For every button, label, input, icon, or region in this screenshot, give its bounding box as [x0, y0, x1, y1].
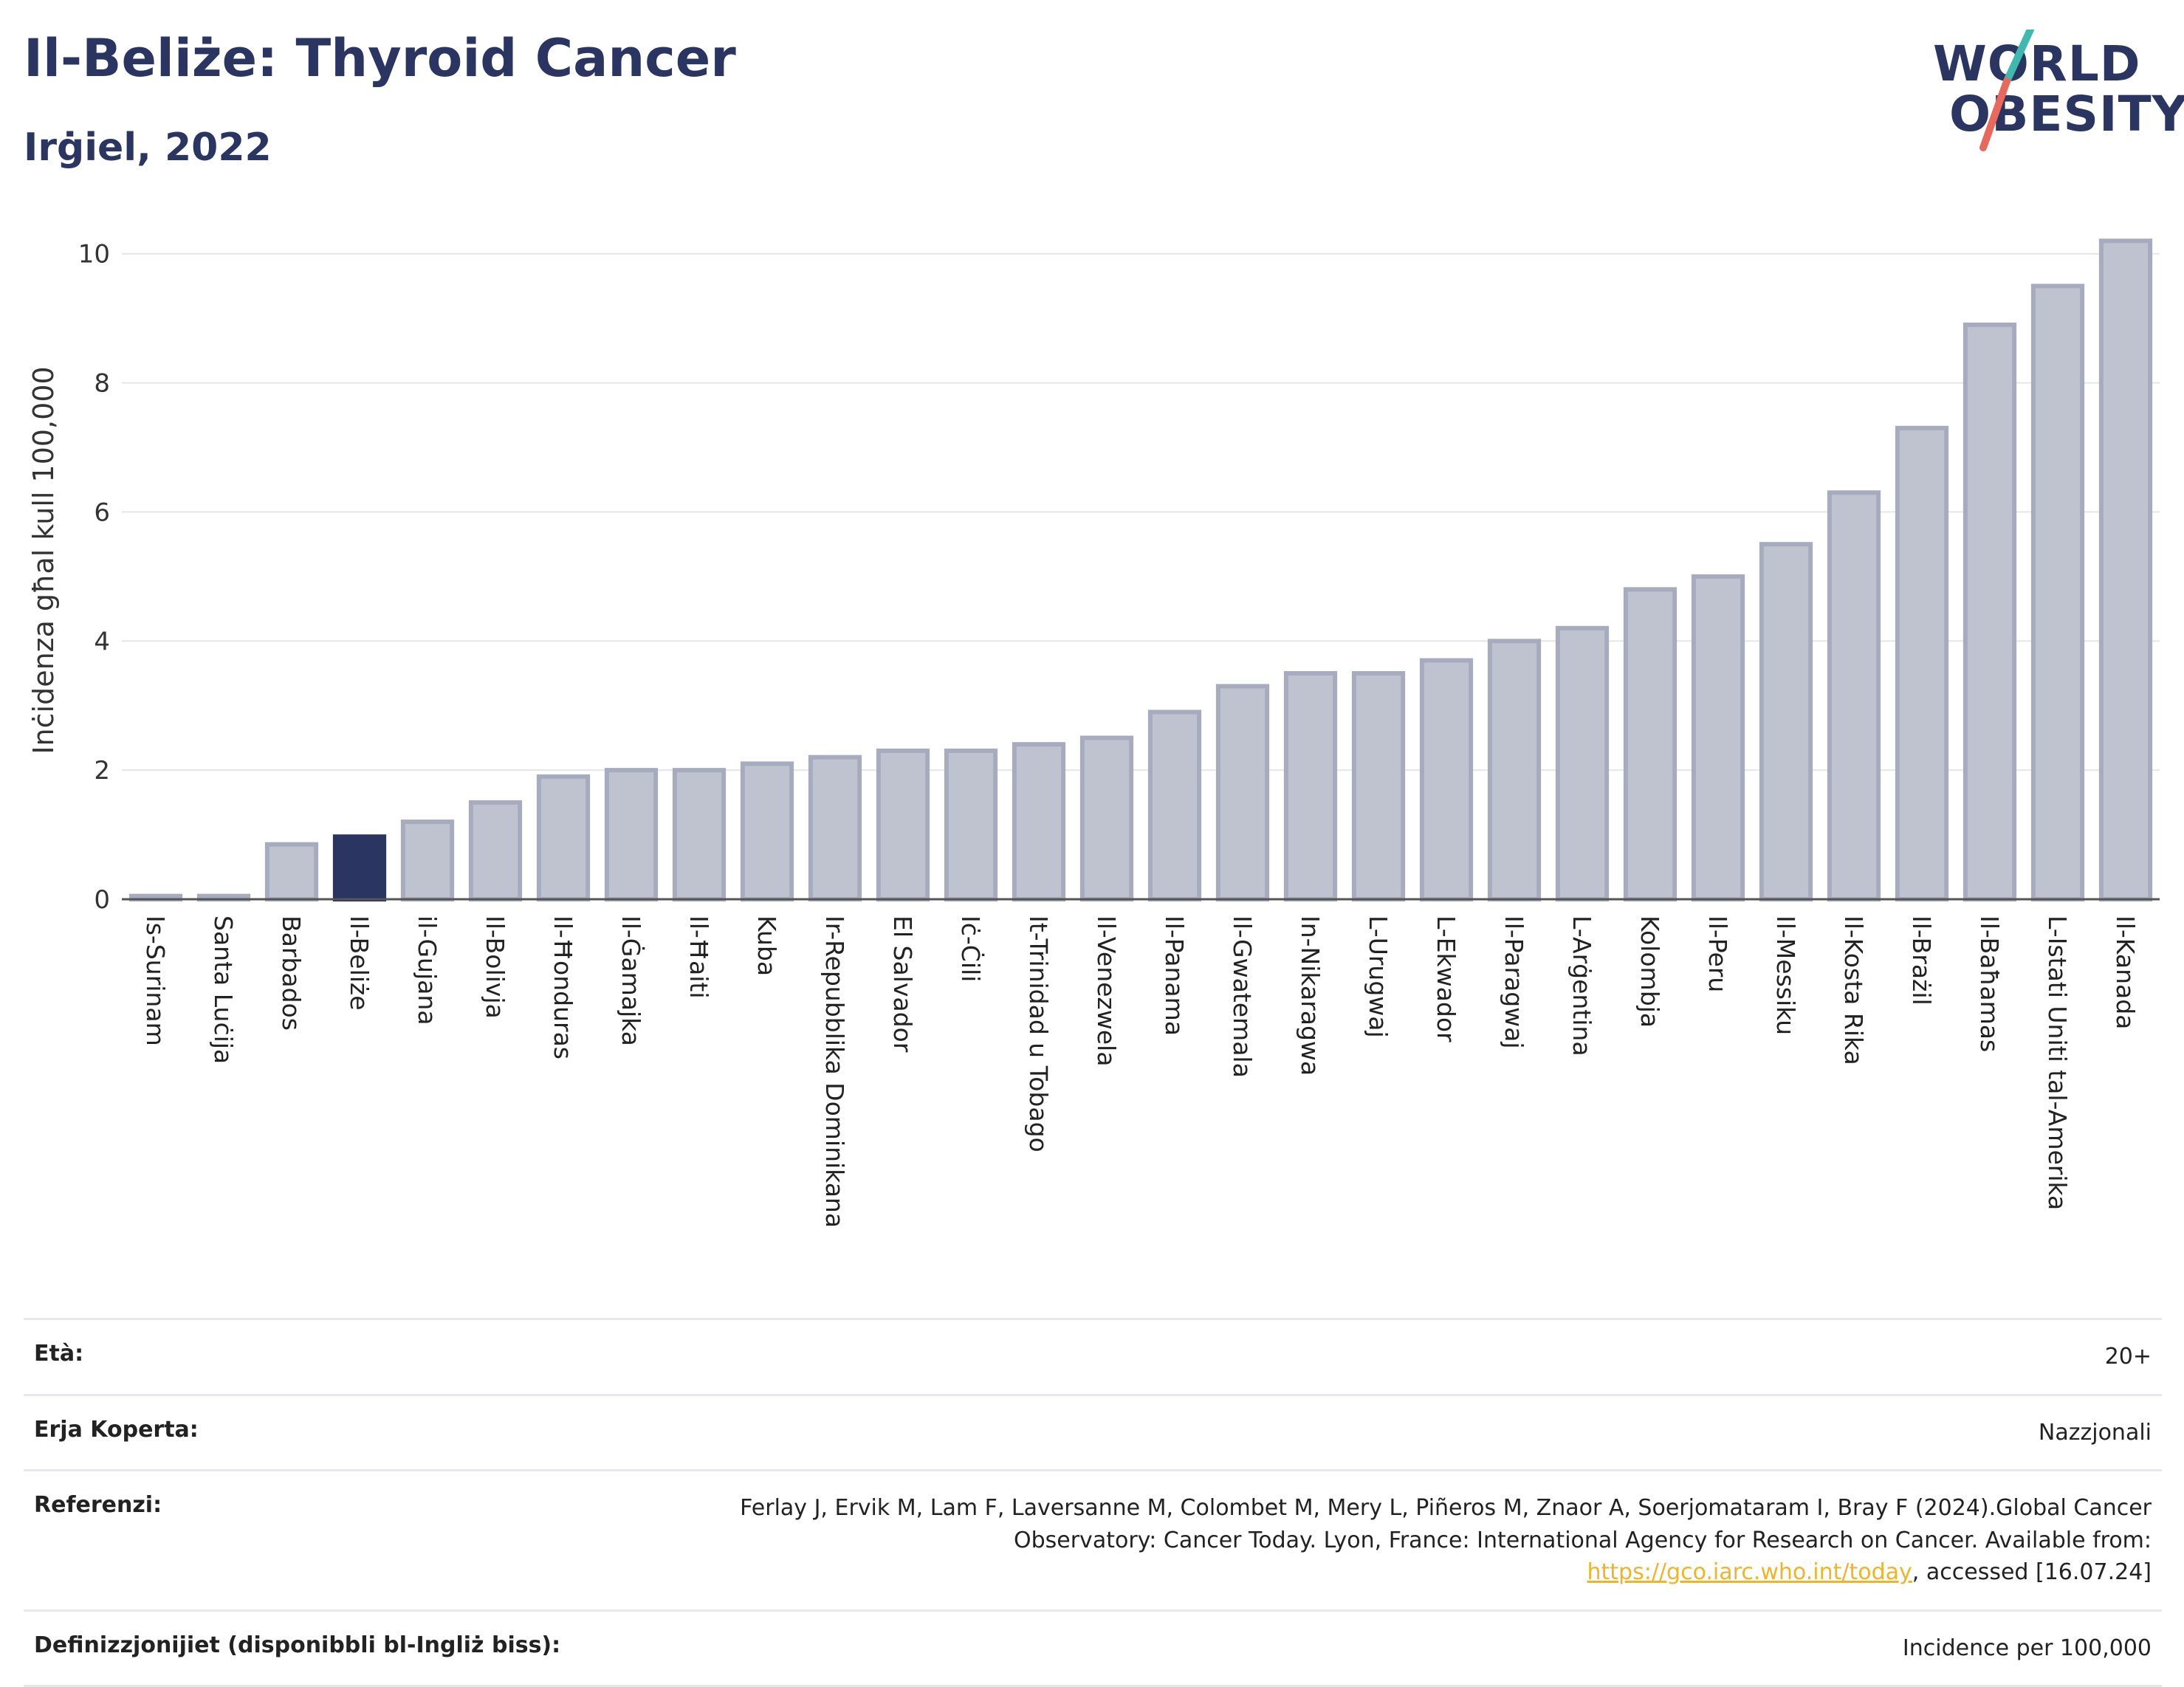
x-tick-label: Il-Kanada: [2111, 915, 2140, 1029]
bar-2: [267, 845, 316, 899]
bar-27: [1965, 325, 2014, 899]
bar-4: [403, 822, 452, 899]
bar-15: [1150, 712, 1199, 899]
x-tick-label: Il-Brażil: [1907, 915, 1936, 1006]
y-axis-label: Inċidenza għal kull 100,000: [27, 366, 60, 754]
x-tick-label: Il-Ġamajka: [617, 915, 646, 1046]
y-tick-label: 8: [94, 369, 110, 399]
x-tick-label: Il-Beliże: [345, 915, 374, 1011]
bar-chart: 0 2 4 6 8 10 Inċidenza għal kull 100,000 Is-S…: [0, 192, 2184, 1314]
bar-21: [1558, 628, 1607, 899]
bar-20: [1490, 641, 1539, 899]
bars: [131, 241, 2150, 899]
y-tick-label: 2: [94, 756, 110, 786]
x-tick-label: Kolombja: [1635, 915, 1664, 1028]
bar-23: [1694, 577, 1742, 899]
bar-24: [1762, 544, 1810, 899]
x-tick-label: Il-Paragwaj: [1500, 915, 1528, 1049]
x-tick-label: Il-Peru: [1703, 915, 1732, 992]
info-key: Definizzjonijiet (disponibbli bl-Ingliż …: [34, 1632, 560, 1665]
x-tick-label: Ir-Repubblika Dominikana: [820, 915, 849, 1228]
x-tick-label: Il-Ħonduras: [549, 915, 577, 1059]
x-tick-label: El Salvador: [888, 915, 917, 1053]
x-tick-label: il-Gujana: [413, 915, 442, 1025]
info-key: Erja Koperta:: [34, 1417, 199, 1449]
reference-link[interactable]: https://gco.iarc.who.int/today: [1587, 1559, 1912, 1585]
x-axis-labels: Is-Surinam Santa Luċija Barbados Il-Beliże i…: [141, 915, 2140, 1228]
info-row-age: Età: 20+: [24, 1318, 2162, 1394]
bar-29: [2101, 241, 2150, 899]
bar-22: [1626, 589, 1675, 899]
x-tick-label: Santa Luċija: [209, 915, 238, 1064]
x-tick-label: Il-Venezwela: [1092, 915, 1121, 1066]
bar-12: [947, 751, 995, 899]
info-table: Età: 20+ Erja Koperta: Nazzjonali Refere…: [24, 1318, 2162, 1687]
bar-25: [1830, 492, 1878, 899]
x-tick-label: Il-Bolivja: [481, 915, 509, 1019]
bar-28: [2033, 286, 2082, 899]
x-tick-label: Il-Gwatemala: [1228, 915, 1257, 1078]
bar-26: [1898, 428, 1946, 899]
y-tick-label: 4: [94, 627, 110, 656]
bar-18: [1354, 673, 1403, 899]
info-value: Incidence per 100,000: [1903, 1632, 2152, 1665]
x-tick-label: L-Arġentina: [1567, 915, 1596, 1056]
y-axis-ticks: 0 2 4 6 8 10: [78, 240, 110, 915]
y-tick-label: 10: [78, 240, 110, 269]
x-tick-label: Iċ-Ċili: [956, 915, 986, 982]
bar-3: [335, 836, 384, 899]
x-tick-label: Is-Surinam: [141, 915, 170, 1046]
x-tick-label: Kuba: [752, 915, 781, 976]
info-key: Referenzi:: [34, 1492, 162, 1589]
bar-7: [607, 770, 656, 899]
reference-text: Ferlay J, Ervik M, Lam F, Laversanne M, …: [740, 1495, 2152, 1553]
x-tick-label: L-Istati Uniti tal-Amerika: [2043, 915, 2072, 1210]
bar-9: [743, 763, 791, 899]
bar-8: [675, 770, 724, 899]
x-tick-label: Il-Messiku: [1771, 915, 1800, 1035]
bar-14: [1082, 738, 1131, 899]
y-tick-label: 0: [94, 885, 110, 915]
x-tick-label: Il-Ħaiti: [684, 915, 713, 999]
info-value: Ferlay J, Ervik M, Lam F, Laversanne M, …: [675, 1492, 2152, 1589]
bar-19: [1422, 661, 1471, 899]
info-row-definitions: Definizzjonijiet (disponibbli bl-Ingliż …: [24, 1609, 2162, 1687]
page-title: Il-Beliże: Thyroid Cancer: [24, 28, 736, 89]
info-row-references: Referenzi: Ferlay J, Ervik M, Lam F, Lav…: [24, 1469, 2162, 1609]
x-tick-label: It-Trinidad u Tobago: [1024, 915, 1053, 1152]
x-tick-label: Barbados: [277, 915, 306, 1031]
bar-5: [471, 803, 520, 899]
x-tick-label: In-Nikaragwa: [1296, 915, 1325, 1076]
x-tick-label: Il-Kosta Rika: [1839, 915, 1868, 1065]
page-subtitle: Irġiel, 2022: [24, 126, 272, 170]
bar-17: [1286, 673, 1335, 899]
x-tick-label: Il-Panama: [1160, 915, 1189, 1036]
bar-13: [1014, 744, 1063, 899]
info-value: 20+: [2105, 1341, 2152, 1373]
x-tick-label: L-Urugwaj: [1364, 915, 1393, 1038]
reference-accessed: , accessed [16.07.24]: [1912, 1559, 2152, 1585]
y-tick-label: 6: [94, 498, 110, 527]
info-value: Nazzjonali: [2039, 1417, 2152, 1449]
info-row-area: Erja Koperta: Nazzjonali: [24, 1394, 2162, 1470]
info-key: Età:: [34, 1341, 83, 1373]
world-obesity-logo: WORLD OBESITY: [1927, 30, 2171, 162]
x-tick-label: Il-Baħamas: [1975, 915, 2004, 1052]
logo-slash-icon: [1927, 30, 2171, 162]
bar-6: [539, 777, 588, 899]
x-tick-label: L-Ekwador: [1432, 915, 1460, 1042]
bar-10: [811, 757, 859, 899]
bar-16: [1218, 686, 1267, 899]
bar-11: [879, 751, 927, 899]
